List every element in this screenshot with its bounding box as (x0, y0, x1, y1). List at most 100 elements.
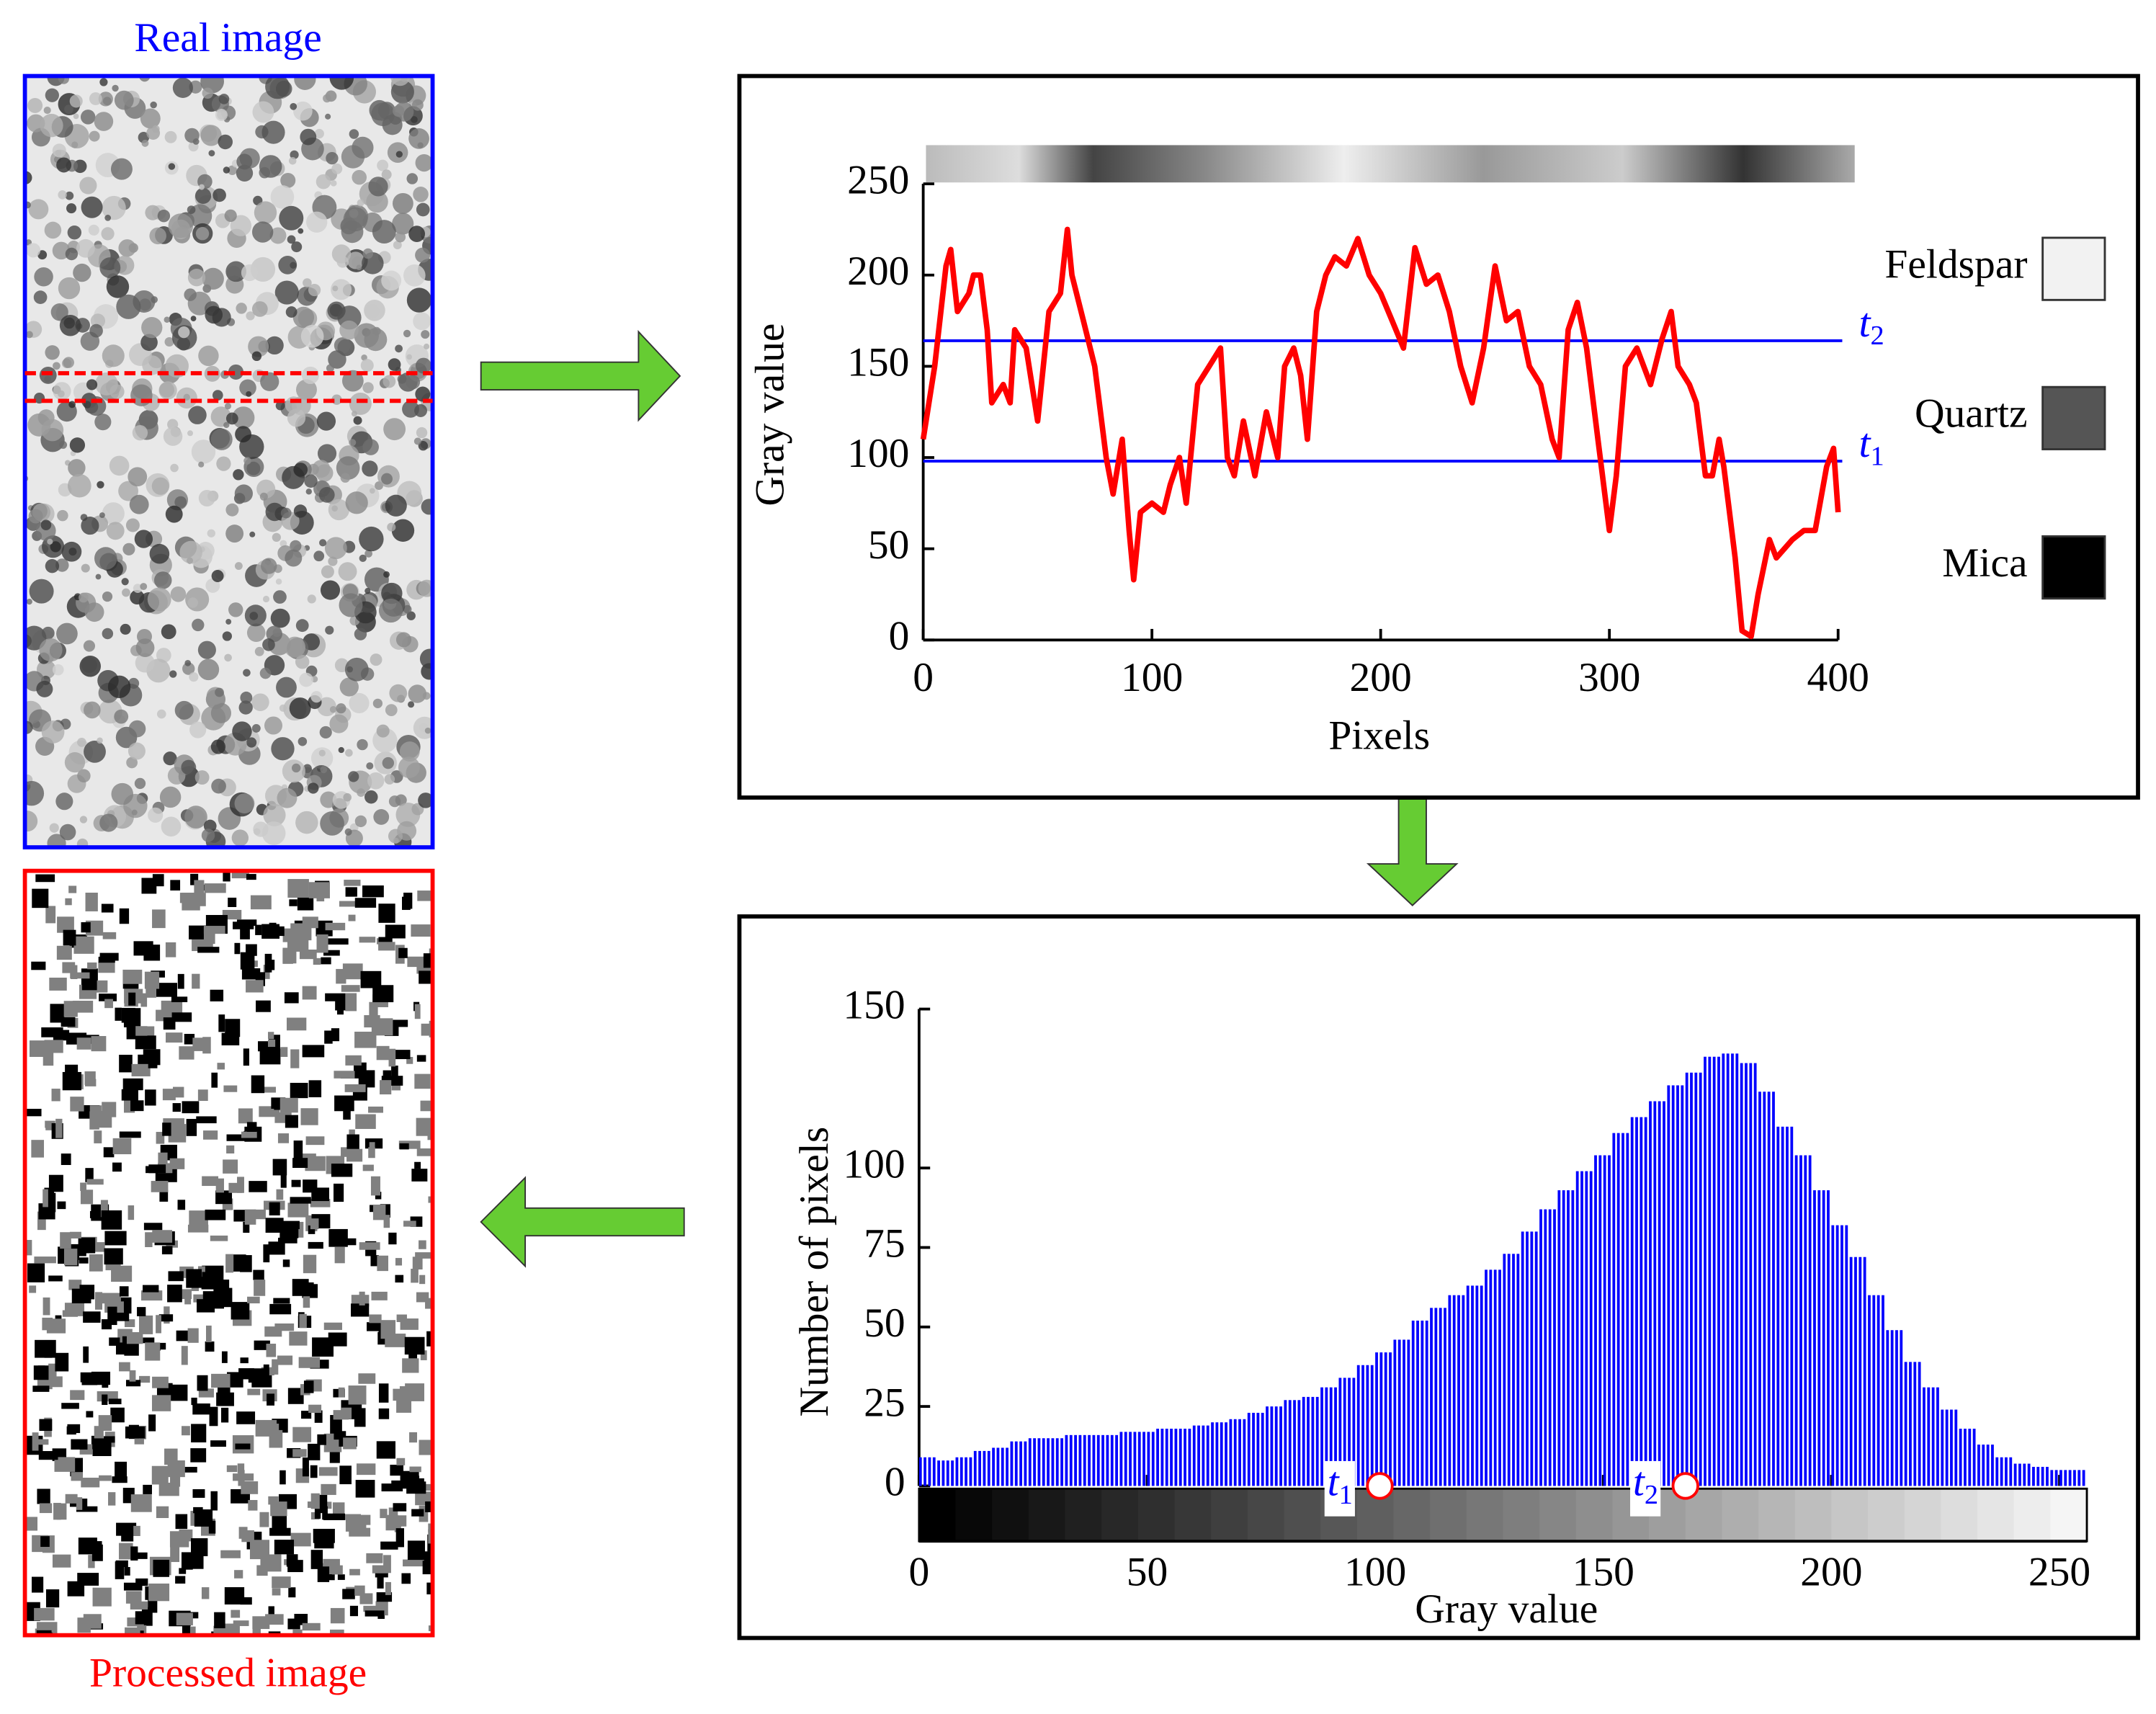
histogram-bar (1822, 1190, 1825, 1486)
histogram-bar (1640, 1117, 1643, 1486)
texture (362, 1164, 374, 1171)
texture (210, 1235, 228, 1241)
texture (312, 1337, 334, 1357)
texture (203, 1130, 218, 1140)
texture (332, 1502, 345, 1516)
texture (53, 362, 61, 370)
texture (296, 379, 317, 401)
texture (139, 1375, 151, 1383)
panel (737, 73, 2140, 800)
texture (37, 1211, 46, 1231)
texture (119, 1131, 141, 1138)
histogram-bar (1694, 1072, 1698, 1486)
texture (198, 1266, 205, 1272)
texture (380, 1509, 388, 1519)
texture (143, 1223, 163, 1231)
texture (225, 503, 239, 517)
texture (103, 1147, 115, 1158)
texture (161, 816, 182, 837)
texture (204, 883, 226, 893)
texture (214, 1612, 225, 1628)
texture (24, 1517, 38, 1531)
histogram-bar (1119, 1432, 1123, 1486)
texture (302, 1623, 321, 1631)
texture (395, 151, 403, 158)
histogram-bar (1512, 1254, 1515, 1486)
texture (71, 1288, 91, 1304)
histogram-bar (1475, 1285, 1479, 1486)
histogram-bar (1462, 1295, 1465, 1486)
texture (73, 113, 79, 120)
texture (194, 880, 205, 896)
texture (345, 887, 357, 897)
texture (81, 196, 103, 218)
texture (91, 1035, 107, 1052)
texture (351, 411, 358, 417)
texture (189, 721, 207, 738)
texture (364, 790, 378, 804)
histogram-bar (1188, 1429, 1191, 1486)
texture (114, 90, 134, 110)
histogram-bar (1055, 1438, 1059, 1486)
texture (267, 1393, 275, 1406)
texture (203, 926, 225, 934)
texture (299, 672, 313, 687)
histogram-bar (1270, 1406, 1274, 1486)
texture (251, 221, 274, 243)
texture (158, 381, 177, 400)
histogram-bar (1521, 1231, 1524, 1486)
texture (418, 793, 433, 808)
texture (132, 746, 142, 756)
texture (174, 496, 187, 509)
texture (99, 257, 121, 279)
histogram-bar (1366, 1365, 1369, 1486)
texture (414, 1004, 421, 1019)
texture (39, 1419, 53, 1432)
texture (145, 1089, 156, 1106)
texture (339, 593, 363, 617)
histogram-bar (1794, 1155, 1798, 1486)
texture (300, 1108, 318, 1125)
texture (395, 632, 412, 648)
texture (131, 809, 138, 816)
texture (122, 588, 130, 597)
texture (148, 1414, 156, 1432)
histogram-bar (2032, 1466, 2035, 1486)
histogram-bar (1014, 1441, 1018, 1486)
texture (52, 664, 64, 676)
texture (221, 1407, 229, 1423)
texture (345, 993, 357, 1012)
texture (380, 1541, 398, 1550)
texture (202, 1291, 224, 1309)
histogram-bar (1712, 1056, 1716, 1486)
texture (411, 1169, 428, 1182)
texture (295, 619, 309, 633)
gray-scale-bar (1247, 1488, 1285, 1542)
texture (55, 1118, 63, 1138)
texture (233, 921, 254, 929)
texture (276, 1189, 284, 1200)
texture (34, 1607, 55, 1621)
texture (89, 92, 102, 105)
texture (98, 962, 115, 973)
x-tick-label: 400 (1807, 655, 1869, 700)
texture (408, 701, 415, 708)
histogram-bar (1379, 1352, 1383, 1486)
texture (235, 1443, 251, 1450)
texture (143, 1484, 152, 1494)
histogram-bar (1010, 1441, 1014, 1486)
texture (192, 1037, 206, 1051)
texture (339, 901, 356, 907)
texture (265, 336, 284, 355)
texture (340, 473, 351, 483)
texture (76, 238, 95, 258)
texture (147, 587, 171, 612)
texture (290, 1082, 308, 1099)
texture (44, 1040, 63, 1053)
histogram-bar (960, 1457, 963, 1486)
texture (104, 1248, 123, 1265)
texture (169, 1531, 189, 1548)
texture (267, 1039, 276, 1048)
texture (29, 1040, 45, 1057)
texture (102, 932, 117, 939)
